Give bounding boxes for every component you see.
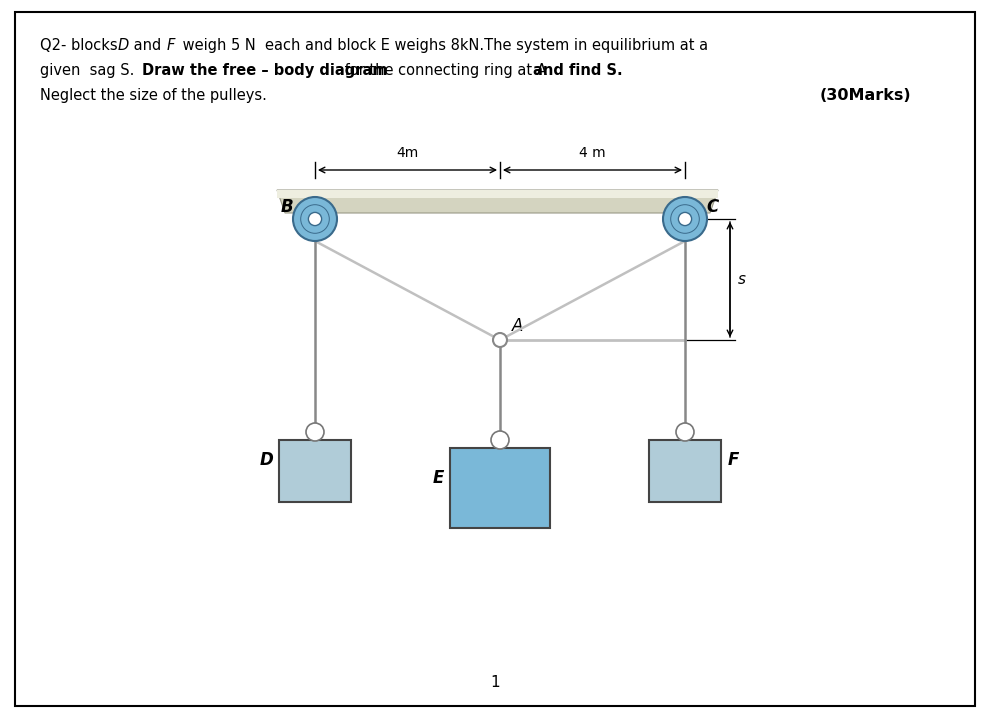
Circle shape xyxy=(306,423,324,441)
Text: and: and xyxy=(129,38,166,53)
Circle shape xyxy=(663,197,707,241)
Text: 4m: 4m xyxy=(396,146,418,160)
Circle shape xyxy=(676,423,694,441)
Polygon shape xyxy=(277,190,718,198)
Bar xyxy=(279,440,351,502)
Text: and find S.: and find S. xyxy=(533,63,623,78)
Text: (30Marks): (30Marks) xyxy=(820,88,912,103)
Text: E: E xyxy=(433,469,444,487)
Text: C: C xyxy=(707,198,719,216)
Text: 4 m: 4 m xyxy=(579,146,605,160)
Text: for the connecting ring at A: for the connecting ring at A xyxy=(340,63,551,78)
Circle shape xyxy=(309,213,322,225)
Text: weigh 5 N  each and block E weighs 8kN.The system in equilibrium at a: weigh 5 N each and block E weighs 8kN.Th… xyxy=(178,38,708,53)
Text: D: D xyxy=(118,38,130,53)
Text: B: B xyxy=(281,198,293,216)
Text: F: F xyxy=(167,38,175,53)
Circle shape xyxy=(293,197,337,241)
Text: A: A xyxy=(512,317,524,335)
Text: D: D xyxy=(260,451,274,469)
Bar xyxy=(649,440,721,502)
Text: s: s xyxy=(738,273,746,287)
Circle shape xyxy=(493,333,507,347)
Circle shape xyxy=(678,213,692,225)
Text: 1: 1 xyxy=(490,675,500,690)
Text: given  sag S.: given sag S. xyxy=(40,63,139,78)
Circle shape xyxy=(491,431,509,449)
Text: Neglect the size of the pulleys.: Neglect the size of the pulleys. xyxy=(40,88,267,103)
Text: F: F xyxy=(728,451,739,469)
Text: Q2- blocks: Q2- blocks xyxy=(40,38,122,53)
Bar xyxy=(450,448,550,528)
Text: Draw the free – body diagram: Draw the free – body diagram xyxy=(142,63,388,78)
Polygon shape xyxy=(277,190,718,213)
